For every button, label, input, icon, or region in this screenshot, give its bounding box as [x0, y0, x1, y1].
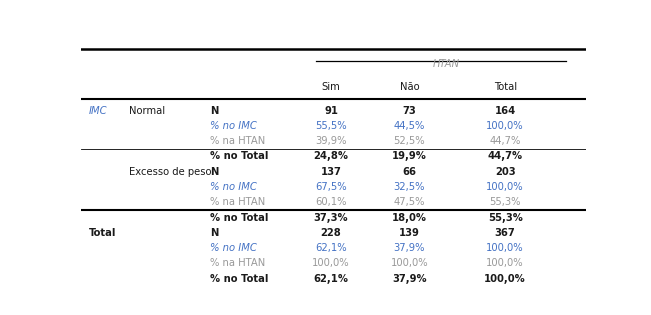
- Text: 137: 137: [321, 167, 342, 177]
- Text: 164: 164: [495, 106, 516, 116]
- Text: % no Total: % no Total: [210, 274, 268, 284]
- Text: 60,1%: 60,1%: [315, 197, 347, 207]
- Text: 73: 73: [402, 106, 416, 116]
- Text: 228: 228: [321, 228, 342, 238]
- Text: Não: Não: [400, 83, 419, 92]
- Text: N: N: [210, 167, 218, 177]
- Text: 55,5%: 55,5%: [315, 121, 347, 131]
- Text: 47,5%: 47,5%: [394, 197, 425, 207]
- Text: N: N: [210, 106, 218, 116]
- Text: 203: 203: [495, 167, 516, 177]
- Text: 18,0%: 18,0%: [392, 213, 427, 222]
- Text: 39,9%: 39,9%: [315, 136, 347, 146]
- Text: Excesso de peso: Excesso de peso: [130, 167, 212, 177]
- Text: 66: 66: [402, 167, 417, 177]
- Text: Sim: Sim: [322, 83, 340, 92]
- Text: 100,0%: 100,0%: [484, 274, 526, 284]
- Text: 32,5%: 32,5%: [394, 182, 425, 192]
- Text: IMC: IMC: [89, 106, 107, 116]
- Text: % na HTAN: % na HTAN: [210, 258, 265, 268]
- Text: N: N: [210, 228, 218, 238]
- Text: 55,3%: 55,3%: [490, 197, 521, 207]
- Text: 100,0%: 100,0%: [486, 182, 524, 192]
- Text: 67,5%: 67,5%: [315, 182, 347, 192]
- Text: 62,1%: 62,1%: [314, 274, 349, 284]
- Text: 52,5%: 52,5%: [393, 136, 425, 146]
- Text: % no Total: % no Total: [210, 152, 268, 161]
- Text: % no IMC: % no IMC: [210, 182, 257, 192]
- Text: 62,1%: 62,1%: [315, 243, 347, 253]
- Text: % na HTAN: % na HTAN: [210, 197, 265, 207]
- Text: 19,9%: 19,9%: [392, 152, 427, 161]
- Text: 37,9%: 37,9%: [392, 274, 426, 284]
- Text: 37,9%: 37,9%: [394, 243, 425, 253]
- Text: Total: Total: [493, 83, 517, 92]
- Text: 100,0%: 100,0%: [486, 243, 524, 253]
- Text: HTAN: HTAN: [432, 59, 460, 69]
- Text: 139: 139: [399, 228, 420, 238]
- Text: 91: 91: [324, 106, 338, 116]
- Text: 100,0%: 100,0%: [391, 258, 428, 268]
- Text: 44,5%: 44,5%: [394, 121, 425, 131]
- Text: 44,7%: 44,7%: [488, 152, 523, 161]
- Text: 37,3%: 37,3%: [314, 213, 348, 222]
- Text: % no IMC: % no IMC: [210, 121, 257, 131]
- Text: 24,8%: 24,8%: [314, 152, 349, 161]
- Text: Total: Total: [89, 228, 117, 238]
- Text: 44,7%: 44,7%: [490, 136, 521, 146]
- Text: 55,3%: 55,3%: [488, 213, 523, 222]
- Text: 100,0%: 100,0%: [486, 121, 524, 131]
- Text: % no Total: % no Total: [210, 213, 268, 222]
- Text: 100,0%: 100,0%: [312, 258, 350, 268]
- Text: % no IMC: % no IMC: [210, 243, 257, 253]
- Text: % na HTAN: % na HTAN: [210, 136, 265, 146]
- Text: 367: 367: [495, 228, 516, 238]
- Text: 100,0%: 100,0%: [486, 258, 524, 268]
- Text: Normal: Normal: [130, 106, 165, 116]
